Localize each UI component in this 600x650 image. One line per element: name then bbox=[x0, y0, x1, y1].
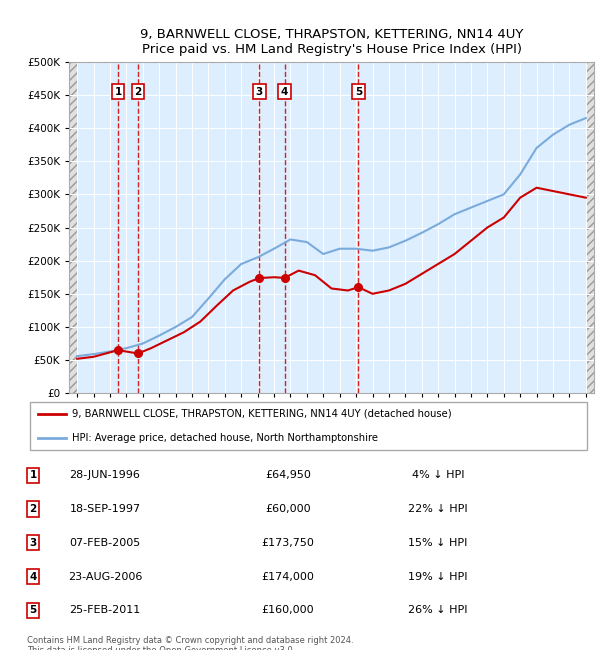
Text: 1: 1 bbox=[115, 86, 122, 97]
Text: 18-SEP-1997: 18-SEP-1997 bbox=[70, 504, 140, 514]
Text: 22% ↓ HPI: 22% ↓ HPI bbox=[408, 504, 468, 514]
Text: 25-FEB-2011: 25-FEB-2011 bbox=[70, 605, 140, 616]
Text: 5: 5 bbox=[355, 86, 362, 97]
Text: £160,000: £160,000 bbox=[262, 605, 314, 616]
Bar bbox=[586, 62, 594, 393]
Text: £173,750: £173,750 bbox=[262, 538, 314, 548]
Text: 4: 4 bbox=[281, 86, 288, 97]
Text: 5: 5 bbox=[29, 605, 37, 616]
FancyBboxPatch shape bbox=[30, 402, 587, 450]
Text: £64,950: £64,950 bbox=[265, 470, 311, 480]
Text: 15% ↓ HPI: 15% ↓ HPI bbox=[409, 538, 467, 548]
Text: 1: 1 bbox=[29, 470, 37, 480]
Text: HPI: Average price, detached house, North Northamptonshire: HPI: Average price, detached house, Nort… bbox=[72, 433, 378, 443]
Text: 2: 2 bbox=[29, 504, 37, 514]
Text: 23-AUG-2006: 23-AUG-2006 bbox=[68, 571, 142, 582]
Text: 07-FEB-2005: 07-FEB-2005 bbox=[70, 538, 140, 548]
Text: £60,000: £60,000 bbox=[265, 504, 311, 514]
Text: 26% ↓ HPI: 26% ↓ HPI bbox=[408, 605, 468, 616]
Text: 3: 3 bbox=[256, 86, 263, 97]
Bar bbox=[69, 62, 77, 393]
Text: Contains HM Land Registry data © Crown copyright and database right 2024.
This d: Contains HM Land Registry data © Crown c… bbox=[27, 636, 353, 650]
Text: 4% ↓ HPI: 4% ↓ HPI bbox=[412, 470, 464, 480]
Text: £174,000: £174,000 bbox=[262, 571, 314, 582]
Text: 19% ↓ HPI: 19% ↓ HPI bbox=[408, 571, 468, 582]
Text: 9, BARNWELL CLOSE, THRAPSTON, KETTERING, NN14 4UY (detached house): 9, BARNWELL CLOSE, THRAPSTON, KETTERING,… bbox=[72, 409, 452, 419]
Text: 28-JUN-1996: 28-JUN-1996 bbox=[70, 470, 140, 480]
Title: 9, BARNWELL CLOSE, THRAPSTON, KETTERING, NN14 4UY
Price paid vs. HM Land Registr: 9, BARNWELL CLOSE, THRAPSTON, KETTERING,… bbox=[140, 29, 523, 57]
Text: 4: 4 bbox=[29, 571, 37, 582]
Text: 3: 3 bbox=[29, 538, 37, 548]
Text: 2: 2 bbox=[134, 86, 142, 97]
